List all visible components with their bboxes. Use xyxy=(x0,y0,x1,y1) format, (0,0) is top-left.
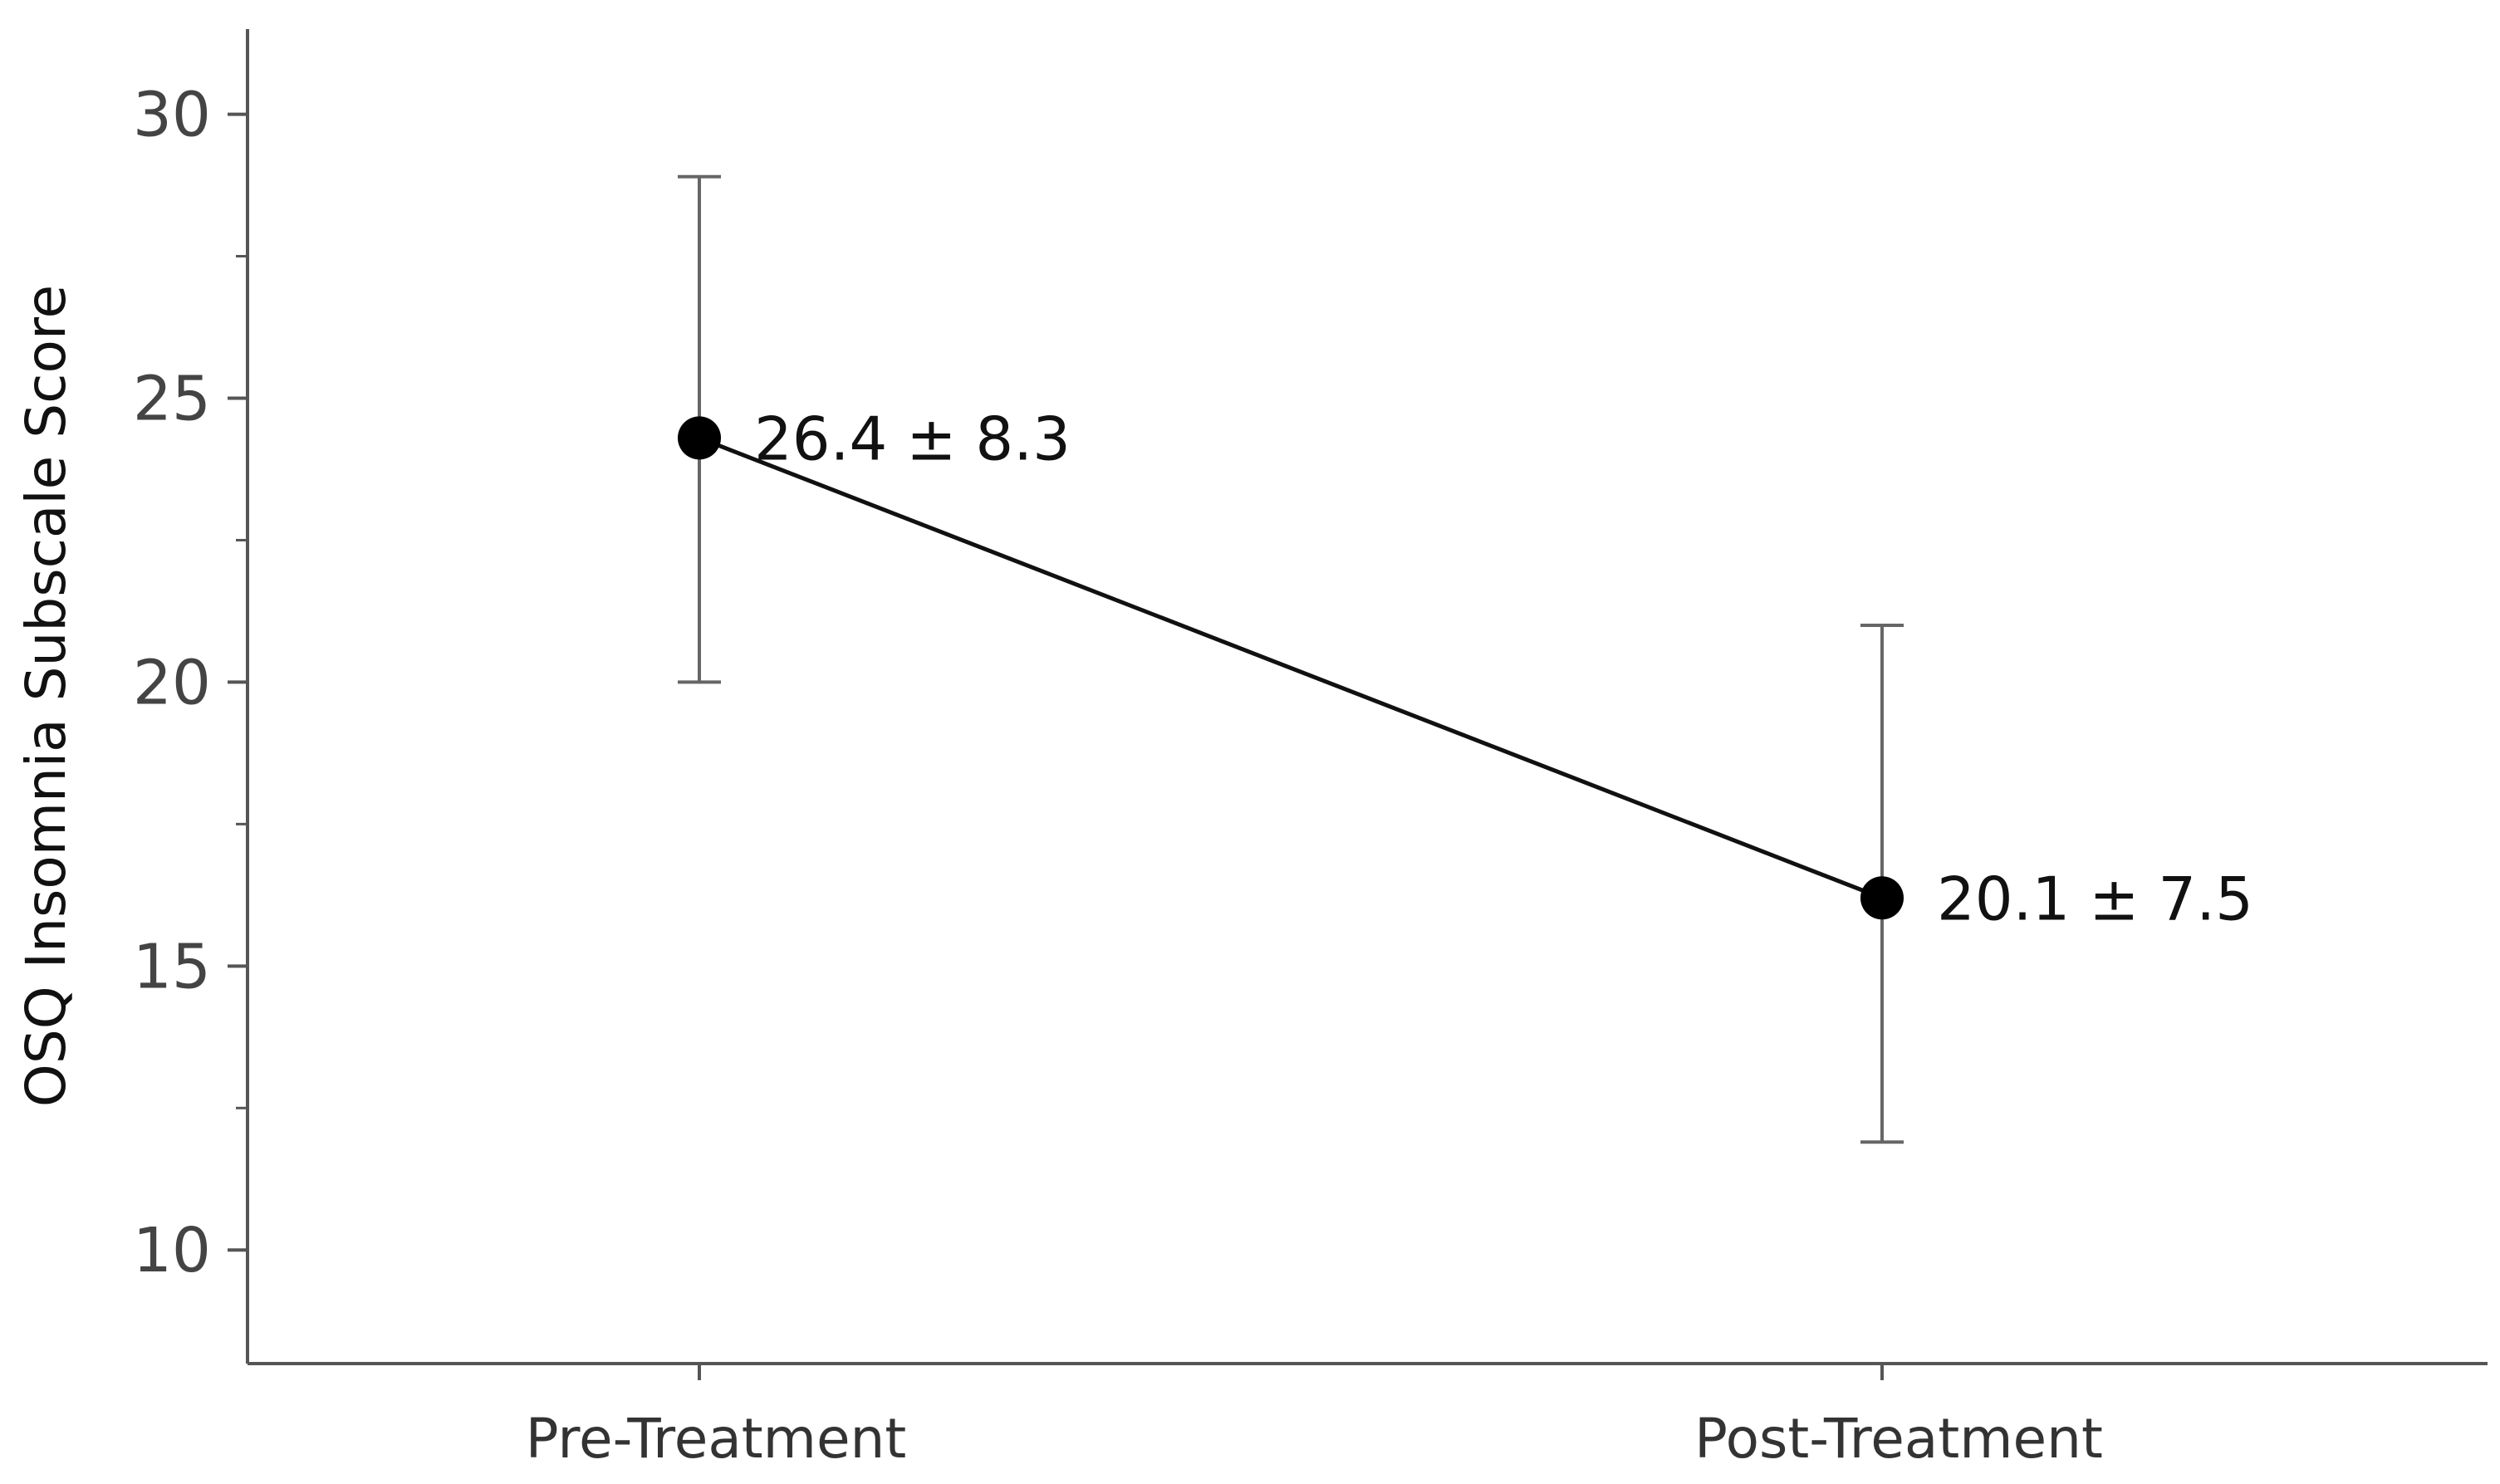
y-tick-label: 15 xyxy=(133,931,211,1002)
data-labels: 26.4 ± 8.3 20.1 ± 7.5 xyxy=(754,404,2253,933)
data-label: 26.4 ± 8.3 xyxy=(754,404,1071,473)
x-tick-label: Pre-Treatment xyxy=(526,1407,907,1471)
data-label: 20.1 ± 7.5 xyxy=(1937,864,2253,933)
y-tick-label: 20 xyxy=(133,647,211,718)
y-tick-label: 25 xyxy=(133,363,211,434)
series-line xyxy=(699,436,1883,900)
data-point xyxy=(678,416,721,460)
y-ticks: 10 15 20 25 30 xyxy=(133,80,248,1286)
y-tick-label: 30 xyxy=(133,80,211,151)
data-points xyxy=(678,416,1904,920)
y-tick-label: 10 xyxy=(133,1215,211,1286)
series-lines xyxy=(699,436,1883,900)
x-tick-label: Post-Treatment xyxy=(1694,1407,2103,1471)
data-point xyxy=(1860,876,1904,920)
y-axis-title: OSQ Insomnia Subscale Score xyxy=(14,285,78,1107)
x-ticks: Pre-Treatment Post-Treatment xyxy=(526,1364,2103,1471)
error-bars xyxy=(678,174,1904,1144)
